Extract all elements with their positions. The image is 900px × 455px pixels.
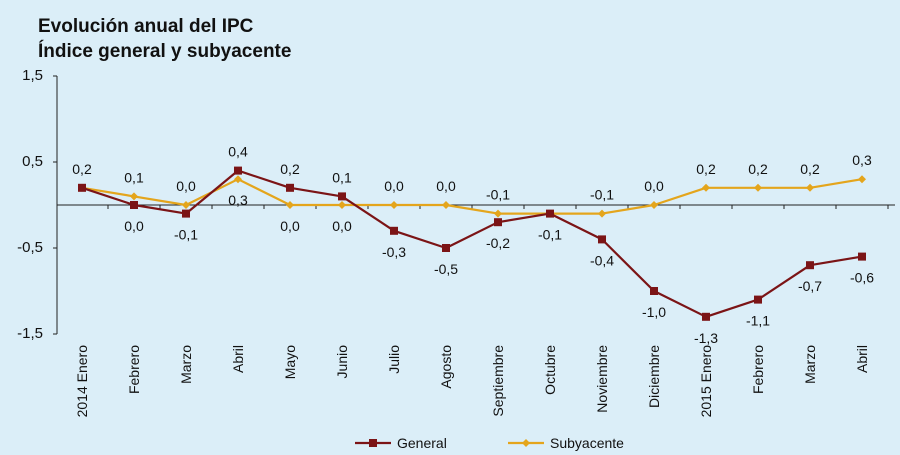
- data-label: -0,6: [850, 270, 874, 286]
- data-label: -0,2: [486, 235, 510, 251]
- data-label: 0,2: [748, 161, 768, 177]
- legend: General Subyacente: [355, 435, 624, 451]
- series-line-subyacente: [81, 178, 863, 215]
- data-label: 0,1: [332, 169, 352, 185]
- y-tick-label: -1,5: [17, 325, 43, 342]
- data-label: -0,7: [798, 278, 822, 294]
- data-point: [130, 201, 138, 209]
- data-label: 0,0: [384, 178, 404, 194]
- data-label: 0,3: [852, 152, 872, 168]
- data-label: -0,3: [382, 244, 406, 260]
- x-tick-label: Septiembre: [490, 345, 506, 417]
- y-tick-label: -0,5: [17, 239, 43, 256]
- data-point: [234, 166, 242, 175]
- x-tick-label: Febrero: [126, 345, 142, 394]
- data-label: 0,0: [332, 218, 352, 234]
- data-point: [442, 244, 450, 252]
- series-line-general: [81, 169, 863, 318]
- x-tick-label: Agosto: [438, 345, 454, 389]
- data-label: 0,2: [72, 161, 92, 177]
- data-label: 0,3: [228, 192, 248, 208]
- legend-label: General: [397, 435, 447, 451]
- data-point: [182, 201, 190, 209]
- x-tick-label: Abril: [854, 345, 870, 373]
- data-label: 0,0: [176, 178, 196, 194]
- series-layer: [78, 166, 866, 321]
- data-label: -0,1: [538, 227, 562, 243]
- data-point: [286, 201, 294, 209]
- data-label: -0,5: [434, 261, 458, 277]
- data-label: 0,2: [280, 161, 300, 177]
- data-label: -1,3: [694, 330, 718, 346]
- data-point: [754, 295, 762, 304]
- data-point: [858, 175, 866, 184]
- data-label: 0,0: [124, 218, 144, 234]
- data-point: [338, 201, 346, 209]
- chart-subtitle: Índice general y subyacente: [38, 41, 292, 62]
- x-tick-label: Noviembre: [594, 345, 610, 413]
- data-label: 0,0: [644, 178, 664, 194]
- data-point: [130, 192, 138, 201]
- data-label: 0,4: [228, 144, 248, 160]
- data-label: -0,1: [486, 187, 510, 203]
- data-point: [806, 183, 814, 192]
- data-label: -0,1: [174, 227, 198, 243]
- data-point: [702, 312, 710, 321]
- data-point: [182, 209, 190, 218]
- y-tick-label: 1,5: [22, 67, 43, 84]
- data-label: 0,0: [280, 218, 300, 234]
- data-point: [650, 201, 658, 209]
- chart-title-block: Evolución anual del IPC Índice general y…: [38, 14, 291, 64]
- data-point: [598, 235, 606, 244]
- x-tick-label: Marzo: [802, 345, 818, 384]
- x-tick-label: 2015 Enero: [698, 345, 714, 418]
- legend-marker: [369, 439, 377, 447]
- data-label: 0,2: [696, 161, 716, 177]
- data-point: [78, 183, 86, 192]
- data-label: -1,1: [746, 313, 770, 329]
- data-label: 0,1: [124, 169, 144, 185]
- data-point: [598, 209, 606, 218]
- data-point: [546, 209, 554, 218]
- x-tick-label: Diciembre: [646, 345, 662, 408]
- x-tick-label: Febrero: [750, 345, 766, 394]
- data-point: [390, 226, 398, 235]
- legend-label: Subyacente: [550, 435, 624, 451]
- x-tick-label: Julio: [386, 345, 402, 374]
- x-tick-label: Marzo: [178, 345, 194, 384]
- data-point: [494, 218, 502, 227]
- x-tick-label: Octubre: [542, 345, 558, 395]
- data-point: [650, 287, 658, 295]
- x-tick-label: 2014 Enero: [74, 345, 90, 418]
- data-point: [858, 252, 866, 261]
- data-point: [390, 201, 398, 209]
- data-point: [338, 192, 346, 201]
- data-label: -0,4: [590, 252, 614, 268]
- data-label: -1,0: [642, 304, 666, 320]
- axes: 1,5 0,5 -0,5 -1,5 2014 Enero Febrero Marzo Abri…: [17, 67, 895, 417]
- data-label: -0,1: [590, 187, 614, 203]
- data-label: 0,0: [436, 178, 456, 194]
- data-point: [754, 183, 762, 192]
- data-point: [702, 183, 710, 192]
- y-tick-label: 0,5: [22, 153, 43, 170]
- data-point: [494, 209, 502, 218]
- data-point: [234, 175, 242, 184]
- legend-marker: [522, 439, 530, 447]
- x-tick-label: Mayo: [282, 345, 298, 379]
- data-point: [286, 183, 294, 192]
- x-tick-label: Junio: [334, 345, 350, 379]
- x-tick-label: Abril: [230, 345, 246, 373]
- data-label: 0,2: [800, 161, 820, 177]
- data-point: [806, 261, 814, 270]
- data-point: [442, 201, 450, 209]
- data-labels: 0,0 -0,1 0,4 0,2 0,1 -0,3 -0,5 -0,2 -0,1 -0,4 -1,0…: [72, 144, 874, 346]
- chart-title: Evolución anual del IPC: [38, 16, 254, 37]
